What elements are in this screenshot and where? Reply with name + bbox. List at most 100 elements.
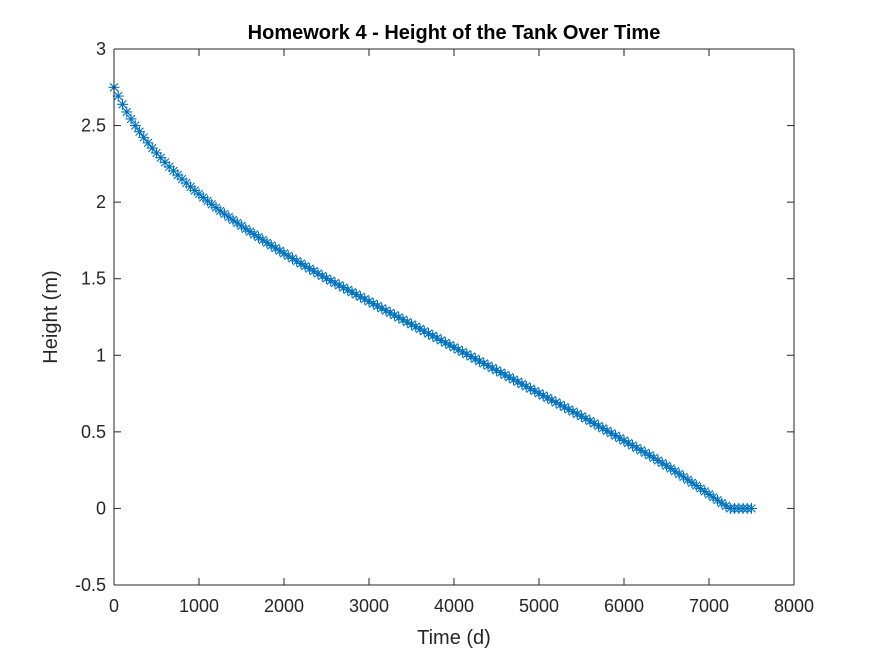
data-point: [274, 245, 286, 257]
data-point: [359, 293, 371, 305]
data-point: [304, 263, 315, 275]
data-point: [631, 442, 643, 454]
data-point: [639, 447, 651, 459]
data-point: [397, 314, 409, 326]
data-point: [372, 300, 383, 312]
data-point: [244, 226, 256, 238]
data-point: [588, 417, 600, 429]
data-point: [695, 483, 706, 495]
data-point: [231, 217, 243, 229]
data-point: [287, 252, 298, 264]
data-point: [240, 223, 252, 235]
data-point: [452, 344, 464, 356]
data-point: [508, 373, 519, 385]
data-point: [648, 452, 660, 464]
data-point: [486, 362, 498, 374]
data-point: [342, 284, 354, 296]
data-point: [707, 491, 719, 503]
data-point: [716, 497, 728, 509]
data-point: [376, 302, 388, 314]
y-axis-label: Height (m): [40, 270, 62, 363]
data-point: [346, 286, 358, 298]
data-point: [457, 346, 468, 358]
data-point: [686, 477, 698, 489]
data-point: [478, 357, 490, 369]
data-point: [720, 500, 732, 512]
data-point: [537, 390, 549, 402]
data-point: [482, 360, 494, 372]
data-point: [253, 231, 264, 243]
x-tick-label: 1000: [179, 596, 219, 616]
data-point: [635, 444, 647, 456]
data-point: [414, 323, 426, 335]
y-tick-label: 2.5: [81, 116, 106, 136]
data-point: [159, 156, 171, 168]
data-point: [559, 401, 570, 413]
data-point: [236, 220, 247, 232]
x-tick-label: 0: [109, 596, 119, 616]
y-tick-label: 0.5: [81, 422, 106, 442]
data-point: [325, 275, 337, 287]
data-markers: [108, 81, 757, 514]
data-point: [665, 462, 677, 474]
data-point: [295, 258, 307, 270]
data-point: [316, 270, 328, 282]
x-tick-label: 6000: [604, 596, 644, 616]
data-point: [401, 316, 413, 328]
y-tick-label: 0: [96, 498, 106, 518]
data-point: [299, 260, 311, 272]
data-point: [172, 169, 184, 181]
data-point: [214, 205, 226, 217]
data-point: [525, 383, 536, 395]
data-point: [622, 437, 634, 449]
data-point: [355, 291, 366, 303]
data-point: [469, 353, 481, 365]
y-tick-label: 3: [96, 39, 106, 59]
data-point: [180, 177, 192, 189]
data-point: [176, 173, 188, 185]
y-tick-label: 1.5: [81, 269, 106, 289]
data-point: [461, 348, 473, 360]
data-point: [703, 488, 715, 500]
data-point: [210, 202, 222, 214]
x-tick-label: 2000: [264, 596, 304, 616]
data-point: [618, 435, 630, 447]
data-point: [690, 480, 702, 492]
data-point: [661, 460, 672, 472]
data-point: [308, 265, 320, 277]
data-point: [554, 399, 566, 411]
x-tick-label: 8000: [774, 596, 814, 616]
chart-title: Homework 4 - Height of the Tank Over Tim…: [248, 22, 661, 44]
data-point: [563, 403, 575, 415]
data-point: [129, 120, 141, 132]
plot-area: [114, 49, 794, 585]
data-point: [673, 468, 685, 480]
data-point: [610, 430, 621, 442]
data-point: [134, 126, 145, 138]
data-point: [333, 279, 345, 291]
x-tick-label: 3000: [349, 596, 389, 616]
data-point: [627, 439, 638, 451]
data-point: [223, 211, 235, 223]
data-point: [546, 394, 558, 406]
data-point: [614, 432, 626, 444]
y-tick-label: 1: [96, 345, 106, 365]
data-point: [257, 234, 269, 246]
data-point: [465, 351, 477, 363]
data-point: [571, 408, 583, 420]
data-point: [423, 328, 434, 340]
data-point: [512, 376, 524, 388]
data-point: [142, 137, 154, 149]
data-point: [474, 355, 485, 367]
data-point: [185, 181, 196, 193]
data-point: [312, 268, 324, 280]
data-point: [516, 378, 528, 390]
data-point: [270, 242, 281, 254]
data-point: [435, 334, 447, 346]
data-point: [112, 90, 124, 102]
data-point: [125, 113, 137, 125]
y-tick-label: 2: [96, 192, 106, 212]
data-point: [529, 385, 541, 397]
